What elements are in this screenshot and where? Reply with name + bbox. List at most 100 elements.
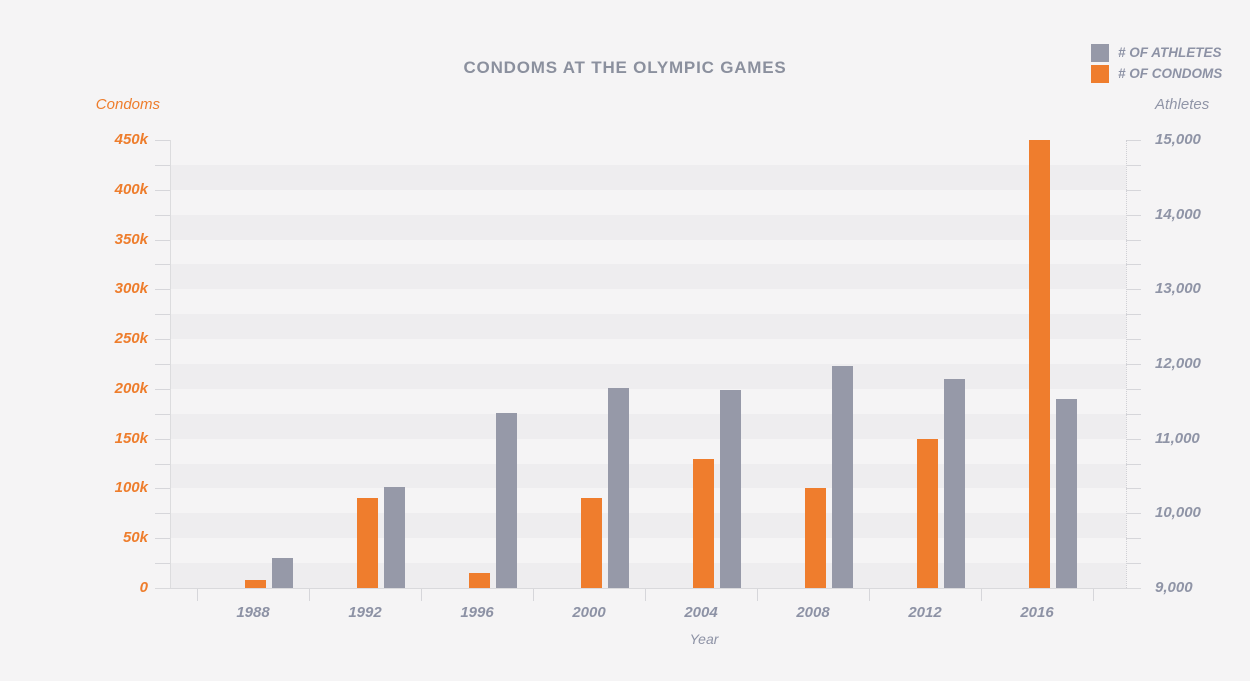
right-axis-tick (1126, 463, 1141, 465)
left-axis-tick (155, 140, 170, 141)
bar-athletes-1988 (272, 558, 293, 588)
right-axis-tick (1126, 563, 1141, 565)
bar-athletes-2012 (944, 378, 965, 588)
bar-condoms-2012 (917, 438, 938, 588)
right-axis-tick-label: 13,000 (1155, 280, 1201, 298)
x-axis-tick-label-2016: 2016 (1020, 604, 1054, 621)
left-axis-tick-label: 100k (114, 479, 148, 497)
x-axis-tick-label-1996: 1996 (460, 604, 494, 621)
right-axis-tick (1126, 364, 1141, 365)
left-axis-tick (155, 513, 170, 515)
left-axis-tick (155, 538, 170, 540)
right-axis-tick-label: 9,000 (1155, 579, 1193, 596)
x-axis-tick (309, 588, 310, 601)
x-axis-title: Year (689, 631, 719, 647)
grid-band (170, 413, 1126, 439)
right-axis-tick (1126, 239, 1141, 241)
right-axis-tick (1126, 189, 1141, 191)
right-axis-tick (1126, 314, 1141, 316)
x-axis-tick (533, 588, 534, 601)
left-axis-tick (155, 289, 170, 291)
right-axis-tick (1126, 289, 1141, 291)
left-axis-tick (155, 189, 170, 191)
right-axis-tick (1126, 164, 1141, 166)
right-axis-tick (1126, 538, 1141, 540)
x-axis-tick-label-1992: 1992 (348, 604, 382, 621)
x-axis-tick (869, 588, 870, 601)
left-axis-tick-label: 0 (139, 579, 148, 596)
legend-label-condoms: # OF CONDOMS (1118, 66, 1223, 81)
x-axis-tick (197, 588, 198, 601)
legend-swatch-athletes (1091, 44, 1109, 62)
left-axis-tick-label: 250k (114, 330, 148, 348)
right-axis-tick-label: 15,000 (1155, 131, 1201, 148)
x-axis-tick-label-1988: 1988 (236, 604, 270, 621)
x-axis-tick (757, 588, 758, 601)
left-axis-tick (155, 239, 170, 241)
bar-athletes-2004 (720, 390, 741, 588)
x-axis-tick (421, 588, 422, 601)
left-axis-tick-label: 450k (114, 131, 148, 148)
grid-band (170, 264, 1126, 290)
grid-band (170, 214, 1126, 240)
left-axis-tick-label: 50k (122, 529, 148, 547)
grid-band (170, 164, 1126, 190)
chart-title: CONDOMS AT THE OLYMPIC GAMES (463, 58, 787, 77)
bar-condoms-2000 (581, 498, 602, 588)
bar-athletes-1992 (384, 487, 405, 588)
left-axis-tick (155, 314, 170, 316)
legend-swatch-condoms (1091, 65, 1109, 83)
right-axis-tick-label: 11,000 (1155, 429, 1200, 447)
right-axis-line (1126, 140, 1127, 588)
grid-band (170, 513, 1126, 539)
bar-condoms-1996 (469, 573, 490, 588)
right-axis-tick (1126, 264, 1141, 266)
x-axis-line (155, 588, 1141, 589)
x-axis-tick (1093, 588, 1094, 601)
grid-band (170, 463, 1126, 489)
left-axis-tick (155, 214, 170, 216)
right-axis-tick-label: 14,000 (1155, 205, 1201, 223)
left-axis-line (170, 140, 171, 588)
left-axis-tick (155, 413, 170, 415)
left-axis-tick (155, 463, 170, 465)
x-axis-tick-label-2004: 2004 (684, 604, 718, 621)
left-axis-tick (155, 438, 170, 440)
right-axis-tick (1126, 438, 1141, 440)
left-axis-tick (155, 164, 170, 166)
x-axis-tick-label-2012: 2012 (908, 604, 942, 621)
left-axis-tick (155, 563, 170, 565)
bar-condoms-2004 (693, 458, 714, 588)
left-axis-tick (155, 339, 170, 341)
bar-condoms-1992 (357, 498, 378, 588)
bar-athletes-2008 (832, 365, 853, 588)
x-axis-tick-label-2008: 2008 (796, 604, 830, 621)
bar-condoms-2008 (805, 488, 826, 588)
x-axis-tick-label-2000: 2000 (572, 604, 606, 621)
bar-athletes-2000 (608, 388, 629, 588)
right-axis-tick (1126, 388, 1141, 390)
x-axis-tick (981, 588, 982, 601)
legend-label-athletes: # OF ATHLETES (1118, 45, 1222, 60)
left-axis-tick (155, 364, 170, 365)
grid-band (170, 364, 1126, 389)
bar-condoms-2016 (1029, 140, 1050, 588)
left-axis-tick-label: 350k (114, 230, 148, 248)
right-axis-tick (1126, 214, 1141, 216)
right-axis-tick-label: 10,000 (1155, 504, 1201, 522)
bar-condoms-1988 (245, 579, 266, 588)
grid-band (170, 563, 1126, 588)
right-axis-tick (1126, 339, 1141, 341)
left-axis-tick (155, 488, 170, 490)
left-axis-tick (155, 388, 170, 390)
left-axis-tick-label: 150k (114, 429, 148, 447)
grid-band (170, 314, 1126, 340)
right-axis-tick (1126, 488, 1141, 490)
x-axis-tick (645, 588, 646, 601)
right-axis-tick (1126, 513, 1141, 515)
right-axis-tick-label: 12,000 (1155, 355, 1201, 372)
bar-athletes-2016 (1056, 399, 1077, 588)
right-axis-tick (1126, 413, 1141, 415)
right-axis-title: Athletes (1155, 96, 1210, 113)
